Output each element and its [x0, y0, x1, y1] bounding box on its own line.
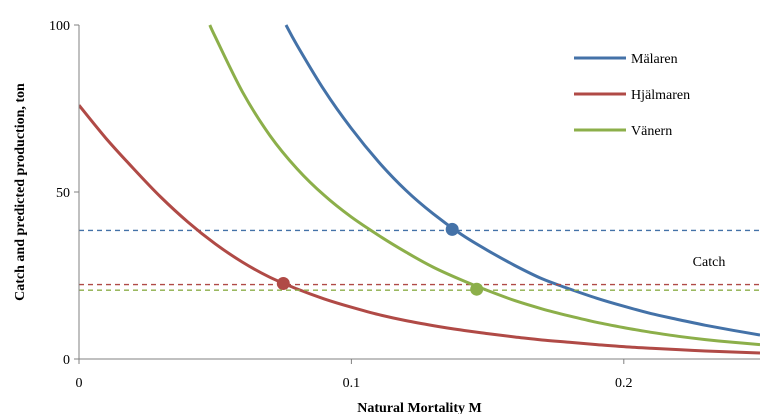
- series-line-vanern: [208, 24, 760, 347]
- legend-label-hjalmaren: Hjälmaren: [631, 88, 690, 103]
- plot-area: [79, 24, 760, 355]
- y-tick-label-0: 0: [63, 353, 70, 368]
- x-tick-label-1: 0.1: [343, 376, 361, 391]
- legend-label-malaren: Mälaren: [631, 52, 678, 67]
- legend: Mälaren Hjälmaren Vänern: [574, 52, 690, 139]
- series-line-malaren: [284, 24, 760, 337]
- catch-annotation: Catch: [693, 255, 726, 270]
- y-tick-label-2: 100: [49, 19, 70, 34]
- ticks: 0 50 100 0 0.1 0.2: [49, 19, 633, 391]
- x-axis-title: Natural Mortality M: [357, 401, 481, 414]
- y-axis-title: Catch and predicted production, ton: [13, 83, 28, 301]
- intersection-point-malaren: [445, 222, 459, 236]
- intersection-point-hjalmaren: [276, 277, 290, 291]
- intersection-point-vanern: [470, 282, 484, 296]
- legend-label-vanern: Vänern: [631, 124, 672, 139]
- series-line-hjalmaren: [79, 104, 760, 355]
- x-tick-label-2: 0.2: [615, 376, 633, 391]
- axes: [78, 25, 760, 360]
- y-tick-label-1: 50: [56, 186, 70, 201]
- x-tick-label-0: 0: [76, 376, 83, 391]
